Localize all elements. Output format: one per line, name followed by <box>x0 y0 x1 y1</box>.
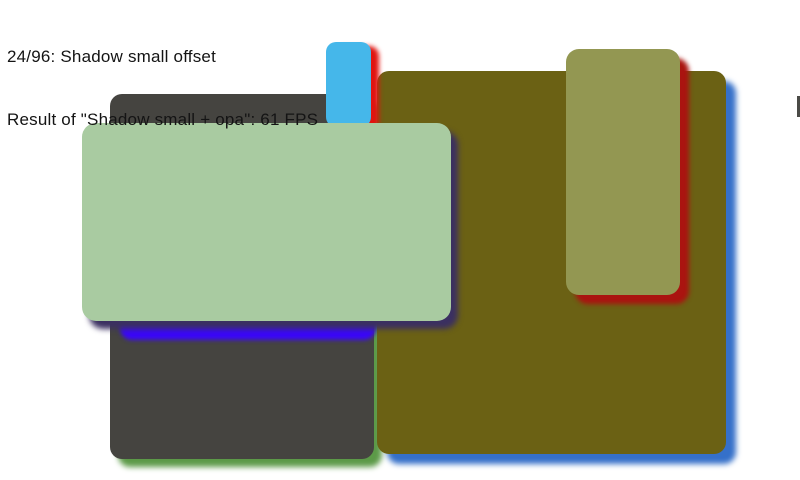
rect-edge-sliver-dark <box>797 96 800 117</box>
benchmark-result-line: Result of "Shadow small + opa": 61 FPS <box>7 110 319 129</box>
rect-sky-blue-small <box>326 42 371 127</box>
benchmark-status-text: 24/96: Shadow small offset Result of "Sh… <box>7 4 318 172</box>
rect-sage-green <box>82 123 451 321</box>
benchmark-progress-line: 24/96: Shadow small offset <box>7 47 217 66</box>
rect-khaki-tall <box>566 49 680 295</box>
